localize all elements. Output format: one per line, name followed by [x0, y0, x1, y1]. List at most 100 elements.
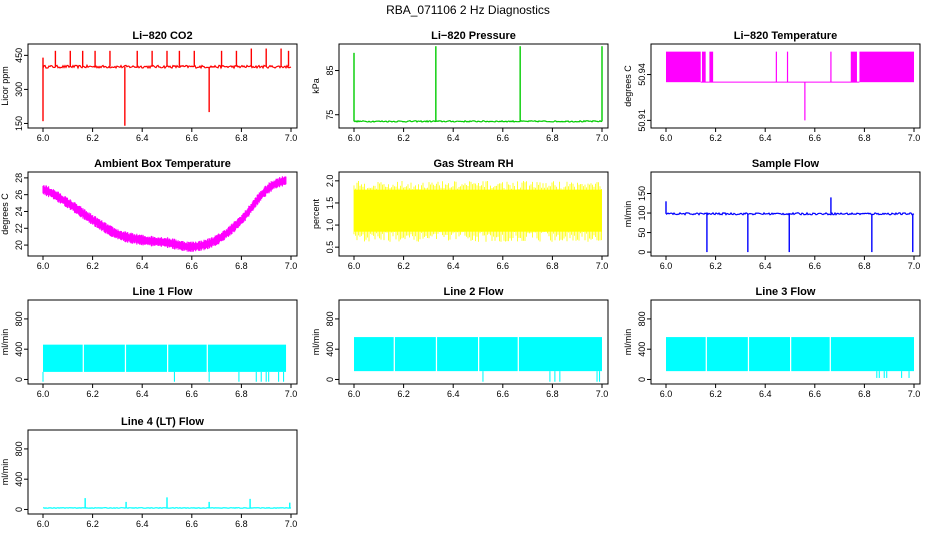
band-segment — [354, 337, 394, 372]
x-tick-label: 6.4 — [759, 133, 772, 143]
series — [42, 497, 291, 509]
y-axis-label: ml/min — [0, 459, 10, 486]
x-tick-label: 6.4 — [136, 261, 149, 271]
y-tick-label: 150 — [14, 116, 24, 131]
band-segment — [830, 337, 914, 372]
band-segment — [706, 337, 748, 372]
series — [353, 181, 602, 242]
series — [353, 46, 603, 123]
plot-frame — [338, 299, 609, 385]
x-tick-label: 6.0 — [348, 261, 361, 271]
y-tick-label: 24 — [14, 206, 24, 216]
y-tick-label: 800 — [14, 311, 24, 326]
band-segment — [666, 51, 701, 83]
x-tick-label: 7.0 — [285, 519, 298, 529]
y-tick-label: 85 — [325, 66, 335, 76]
x-tick-label: 6.0 — [37, 133, 50, 143]
x-tick-label: 6.8 — [235, 133, 248, 143]
panel-title: Gas Stream RH — [433, 158, 513, 170]
x-tick-label: 6.0 — [37, 519, 50, 529]
series — [354, 337, 602, 382]
x-tick-label: 6.0 — [348, 389, 361, 399]
series-line — [665, 211, 915, 216]
plot-frame — [338, 43, 609, 129]
y-tick-label: 0 — [325, 377, 335, 382]
y-tick-label: 22 — [14, 223, 24, 233]
panel-2: Li−820 Pressure kPa 75 85 6.0 6.2 6.4 6.6 6.8 7.0 — [311, 30, 609, 143]
x-tick-label: 7.0 — [285, 261, 298, 271]
plot-frame — [27, 43, 298, 129]
y-tick-label: 50.94 — [637, 63, 647, 86]
y-tick-label: 300 — [14, 82, 24, 97]
x-tick-label: 6.2 — [86, 133, 99, 143]
y-tick-label: 0.5 — [325, 241, 335, 254]
x-tick-label: 6.4 — [759, 389, 772, 399]
panel-5: Gas Stream RH percent 0.5 1.0 1.5 2.0 6.0 6.2 6.… — [311, 158, 609, 271]
x-tick-label: 6.6 — [186, 519, 199, 529]
y-tick-label: 1.0 — [325, 219, 335, 232]
series — [42, 344, 287, 382]
x-tick-label: 6.6 — [186, 261, 199, 271]
panel-10: Line 4 (LT) Flow ml/min 0 400 800 6.0 6.2 6.4 6.… — [0, 416, 298, 529]
x-tick-label: 6.4 — [447, 389, 460, 399]
band-segment — [394, 337, 436, 372]
panel-6: Sample Flow ml/min 0 50 100 150 6.0 6.2 6.4 6.6 6.… — [623, 158, 921, 271]
x-tick-label: 6.6 — [497, 389, 510, 399]
x-tick-label: 6.2 — [397, 261, 410, 271]
band-segment — [749, 337, 790, 372]
band-segment — [791, 337, 830, 372]
y-tick-label: 400 — [14, 472, 24, 487]
band-segment — [207, 344, 287, 372]
panel-title: Line 1 Flow — [133, 286, 193, 298]
band-segment — [666, 337, 706, 372]
x-tick-label: 6.0 — [37, 389, 50, 399]
x-tick-label: 7.0 — [285, 133, 298, 143]
panel-3: Li−820 Temperature degrees C 50.91 50.94 6.0… — [623, 30, 921, 143]
plot-frame — [27, 171, 298, 257]
y-tick-label: 20 — [14, 240, 24, 250]
band-segment — [850, 51, 857, 83]
y-tick-label: 0 — [637, 377, 647, 382]
y-tick-label: 0 — [637, 250, 647, 255]
x-tick-label: 6.4 — [136, 389, 149, 399]
panel-title: Sample Flow — [752, 158, 820, 170]
x-tick-label: 6.4 — [759, 261, 772, 271]
y-axis-label: ml/min — [623, 329, 633, 356]
x-tick-label: 6.0 — [37, 261, 50, 271]
x-tick-label: 6.8 — [858, 389, 871, 399]
series — [666, 51, 914, 121]
x-tick-label: 6.2 — [709, 261, 722, 271]
y-axis-label: degrees C — [623, 65, 633, 107]
band-noise — [353, 181, 602, 242]
y-tick-label: 800 — [14, 441, 24, 456]
y-tick-label: 0 — [14, 507, 24, 512]
x-tick-label: 7.0 — [908, 133, 921, 143]
y-tick-label: 400 — [637, 342, 647, 357]
panel-7: Line 1 Flow ml/min 0 400 800 6.0 6.2 6.4 6.6 6.8 7… — [0, 286, 298, 399]
y-axis-label: ml/min — [0, 329, 10, 356]
y-axis-label: percent — [311, 198, 321, 229]
x-tick-label: 7.0 — [285, 389, 298, 399]
x-tick-label: 6.8 — [235, 389, 248, 399]
y-tick-label: 0 — [14, 377, 24, 382]
x-tick-label: 6.2 — [709, 133, 722, 143]
series — [42, 176, 287, 252]
plot-frame — [338, 171, 609, 257]
x-tick-label: 6.8 — [546, 261, 559, 271]
x-tick-label: 6.2 — [86, 389, 99, 399]
x-tick-label: 6.2 — [709, 389, 722, 399]
y-tick-label: 800 — [325, 311, 335, 326]
y-tick-label: 100 — [637, 206, 647, 221]
series-line — [353, 119, 603, 123]
series-band — [42, 176, 287, 252]
panel-title: Ambient Box Temperature — [94, 158, 231, 170]
x-tick-label: 7.0 — [908, 389, 921, 399]
panel-1: Li−820 CO2 Licor ppm 150 300 450 6.0 6.2 6.4 6.6… — [0, 30, 298, 143]
panel-8: Line 2 Flow ml/min 0 400 800 6.0 6.2 6.4 6.6 6.8 7… — [311, 286, 609, 399]
x-tick-label: 6.6 — [809, 133, 822, 143]
x-tick-label: 6.4 — [136, 519, 149, 529]
x-tick-label: 6.6 — [809, 261, 822, 271]
x-tick-label: 6.0 — [660, 389, 673, 399]
band-segment — [479, 337, 518, 372]
